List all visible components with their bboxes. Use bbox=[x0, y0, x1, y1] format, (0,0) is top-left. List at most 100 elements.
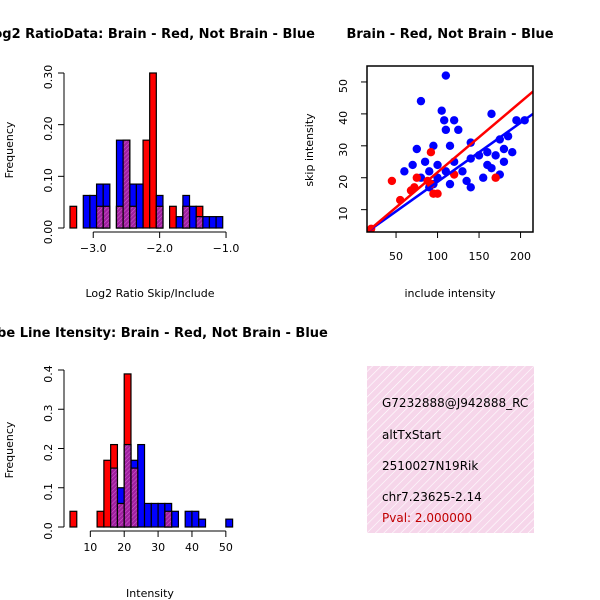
scatter-y-tick-label-2: 30 bbox=[337, 143, 350, 157]
hist1-notbrain-bar-0 bbox=[82, 194, 91, 229]
scatter-notbrain-point-39 bbox=[479, 173, 488, 182]
scatter-notbrain-point-8 bbox=[512, 116, 521, 125]
hist1-overlap-bar-6 bbox=[182, 205, 191, 229]
hist1-y-tick-label-1: 0.10 bbox=[42, 168, 55, 193]
hist3-notbrain-bar-13 bbox=[225, 518, 234, 528]
hist3-x-tick-label-1: 20 bbox=[117, 541, 131, 554]
hist3-notbrain-bar-9 bbox=[171, 510, 180, 528]
scatter-notbrain-point-10 bbox=[412, 144, 421, 154]
chart2-y-label: skip intensity bbox=[303, 113, 316, 187]
scatter-plot-area bbox=[367, 71, 533, 232]
hist3-x-tick-label-4: 50 bbox=[219, 541, 233, 554]
hist1-x-tick-label-0: −3.0 bbox=[80, 242, 107, 255]
scatter-notbrain-point-37 bbox=[445, 179, 455, 189]
hist1-overlap-bar-0 bbox=[95, 205, 104, 229]
scatter-notbrain-point-26 bbox=[425, 167, 434, 176]
hist3-notbrain-bar-7 bbox=[157, 502, 166, 528]
scatter-notbrain-point-3 bbox=[487, 109, 496, 119]
hist3-y-tick-label-3: 0.3 bbox=[42, 405, 55, 423]
scatter-notbrain-point-12 bbox=[429, 141, 438, 151]
scatter-brain-fit-line bbox=[367, 90, 533, 232]
hist3-overlap-bar-1 bbox=[116, 502, 125, 528]
hist1-notbrain-bar-9 bbox=[175, 216, 184, 229]
hist1-overlap-bar-2 bbox=[115, 205, 124, 229]
hist3-overlap-bar-4 bbox=[164, 510, 173, 528]
chart1-title: Log2 RatioData: Brain - Red, Not Brain -… bbox=[0, 27, 315, 42]
hist3-notbrain-bar-12 bbox=[198, 518, 207, 528]
scatter-y-tick-label-4: 50 bbox=[337, 79, 350, 93]
scatter-notbrain-point-38 bbox=[462, 176, 471, 186]
hist3-brain-bar-2 bbox=[103, 459, 112, 528]
scatter-brain-point-7 bbox=[433, 189, 442, 198]
hist3-notbrain-bar-4 bbox=[137, 443, 146, 528]
hist3-y-tick-label-0: 0.0 bbox=[42, 522, 55, 540]
hist1-notbrain-bar-15 bbox=[215, 216, 224, 229]
hist1-brain-bar-9 bbox=[169, 205, 177, 229]
hist3-x-tick-label-0: 10 bbox=[83, 541, 97, 554]
scatter-brain-point-0 bbox=[387, 176, 397, 186]
scatter-x-tick-label-2: 150 bbox=[469, 250, 490, 263]
hist1-notbrain-bar-13 bbox=[202, 216, 211, 229]
scatter-notbrain-point-9 bbox=[416, 96, 426, 106]
scatter-x-tick-label-3: 200 bbox=[510, 250, 531, 263]
hist3-notbrain-bar-10 bbox=[184, 510, 193, 528]
scatter-notbrain-fit-line bbox=[367, 112, 533, 232]
hist1-overlap-bar-3 bbox=[122, 139, 131, 229]
hist3-overlap-bar-2 bbox=[123, 443, 132, 528]
scatter-notbrain-point-34 bbox=[400, 167, 409, 176]
scatter-notbrain-point-41 bbox=[466, 183, 475, 192]
scatter-notbrain-point-5 bbox=[454, 125, 463, 135]
hist1-notbrain-bar-1 bbox=[89, 194, 98, 229]
hist3-brain-bar-1 bbox=[96, 510, 105, 528]
scatter-notbrain-point-6 bbox=[441, 125, 451, 135]
scatter-notbrain-point-4 bbox=[439, 116, 449, 125]
hist1-notbrain-bar-7 bbox=[135, 183, 144, 229]
hist3-x-tick-label-3: 40 bbox=[185, 541, 199, 554]
hist1-brain-bar-0 bbox=[69, 205, 78, 229]
hist1-notbrain-bar-11 bbox=[188, 205, 197, 229]
hist3-y-tick-label-2: 0.2 bbox=[42, 444, 55, 462]
scatter-brain-point-10 bbox=[491, 173, 500, 182]
hist3-notbrain-bar-6 bbox=[150, 502, 159, 528]
info-location: chr7.23625-2.14 bbox=[382, 490, 482, 504]
hist3-y-tick-label-1: 0.1 bbox=[42, 483, 55, 501]
hist1-notbrain-bar-14 bbox=[208, 216, 217, 229]
scatter-y-tick-label-1: 20 bbox=[337, 175, 350, 189]
info-pval: Pval: 2.000000 bbox=[382, 511, 473, 525]
scatter-notbrain-point-17 bbox=[483, 147, 492, 157]
scatter-brain-point-3 bbox=[412, 173, 421, 182]
hist3-notbrain-bar-11 bbox=[191, 510, 200, 528]
chart2-x-label: include intensity bbox=[404, 287, 496, 300]
hist3-brain-bar-0 bbox=[69, 510, 78, 528]
scatter-notbrain-point-21 bbox=[433, 160, 442, 170]
hist3-x-tick-label-2: 30 bbox=[151, 541, 165, 554]
hist1-brain-bar-7 bbox=[149, 72, 157, 229]
info-probe: G7232888@J942888_RC bbox=[382, 396, 529, 410]
scatter-brain-point-8 bbox=[426, 147, 436, 157]
scatter-y-tick-label-3: 40 bbox=[337, 111, 350, 125]
chart3-title: Probe Line Itensity: Brain - Red, Not Br… bbox=[0, 326, 328, 341]
scatter-notbrain-point-0 bbox=[441, 71, 451, 80]
chart3-x-label: Intensity bbox=[126, 587, 174, 600]
chart3-y-label: Frequency bbox=[3, 421, 16, 478]
scatter-notbrain-point-2 bbox=[449, 116, 459, 125]
hist1-y-tick-label-3: 0.30 bbox=[42, 65, 55, 90]
hist1-overlap-bar-1 bbox=[102, 205, 111, 229]
scatter-notbrain-point-29 bbox=[458, 167, 467, 176]
chart2-title: Brain - Red, Not Brain - Blue bbox=[346, 27, 553, 42]
scatter-x-tick-label-0: 50 bbox=[389, 250, 403, 263]
scatter-x-tick-label-1: 100 bbox=[427, 250, 448, 263]
scatter-notbrain-point-25 bbox=[408, 160, 417, 170]
scatter-notbrain-point-1 bbox=[437, 106, 446, 115]
chart1-x-label: Log2 Ratio Skip/Include bbox=[85, 287, 214, 300]
scatter-notbrain-point-24 bbox=[491, 151, 500, 160]
info-panel bbox=[367, 366, 534, 533]
hist1-x-tick-label-1: −2.0 bbox=[146, 242, 173, 255]
scatter-y-tick-label-0: 10 bbox=[337, 207, 350, 221]
scatter-notbrain-point-18 bbox=[508, 147, 517, 157]
info-gene: 2510027N19Rik bbox=[382, 459, 479, 473]
scatter-frame bbox=[366, 65, 534, 233]
chart1-y-label: Frequency bbox=[3, 121, 16, 178]
hist3-overlap-bar-0 bbox=[110, 467, 119, 528]
hist3-notbrain-bar-5 bbox=[143, 502, 152, 528]
